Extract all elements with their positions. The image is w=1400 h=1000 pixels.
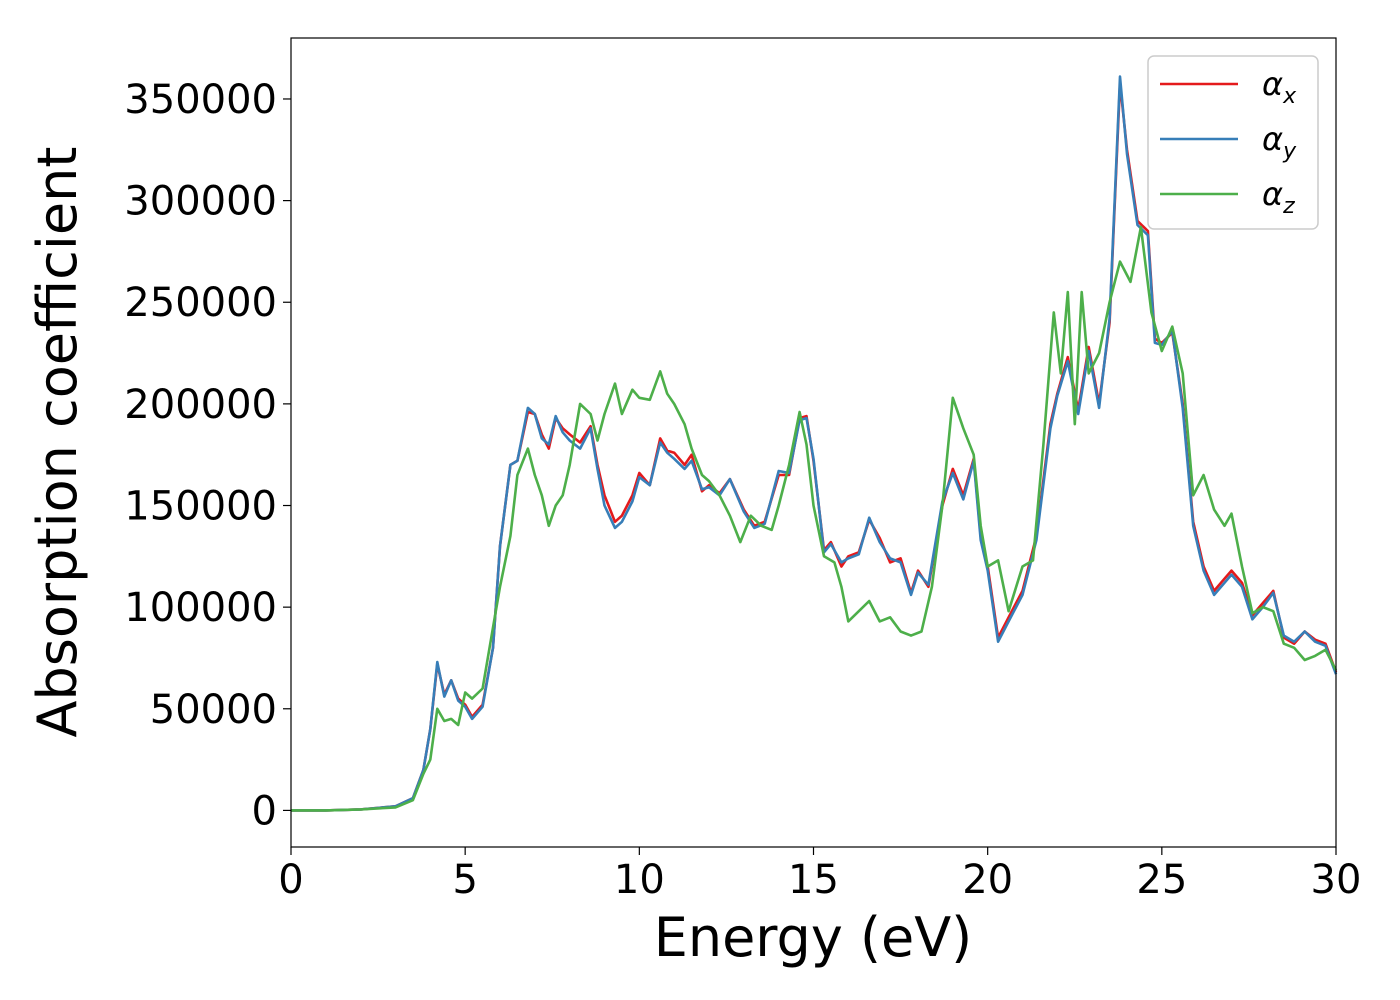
legend-symbol: α (1262, 65, 1283, 103)
x-tick-label: 10 (614, 857, 665, 903)
y-tick-label: 250000 (124, 280, 277, 326)
y-tick-label: 0 (252, 788, 277, 834)
x-axis-ticks: 0 5 10 15 20 25 30 (278, 847, 1361, 903)
y-tick-label: 150000 (124, 484, 277, 530)
x-axis-label: Energy (eV) (654, 906, 973, 969)
legend-label-alpha-y: αy (1262, 120, 1297, 164)
y-tick-label: 200000 (124, 382, 277, 428)
x-tick-label: 25 (1136, 857, 1187, 903)
x-tick-label: 15 (788, 857, 839, 903)
legend-symbol: α (1262, 175, 1283, 213)
y-axis-ticks: 0 50000 100000 150000 200000 250000 300000 3500… (124, 77, 291, 834)
x-tick-label: 30 (1311, 857, 1362, 903)
x-tick-label: 5 (452, 857, 477, 903)
y-tick-label: 100000 (124, 585, 277, 631)
legend-label-alpha-x: αx (1262, 65, 1297, 109)
y-tick-label: 350000 (124, 77, 277, 123)
legend-symbol: α (1262, 120, 1283, 158)
x-tick-label: 0 (278, 857, 303, 903)
plot-lines (291, 75, 1338, 812)
legend-subscript: y (1282, 139, 1297, 164)
legend-subscript: x (1282, 84, 1297, 109)
legend-label-alpha-z: αz (1262, 175, 1295, 219)
series-line-alpha-z (291, 225, 1338, 812)
y-axis-label: Absorption coefficient (26, 147, 89, 738)
legend-box (1147, 55, 1319, 230)
y-tick-label: 50000 (150, 687, 277, 733)
x-tick-label: 20 (962, 857, 1013, 903)
y-tick-label: 300000 (124, 179, 277, 225)
legend-subscript: z (1282, 194, 1295, 219)
